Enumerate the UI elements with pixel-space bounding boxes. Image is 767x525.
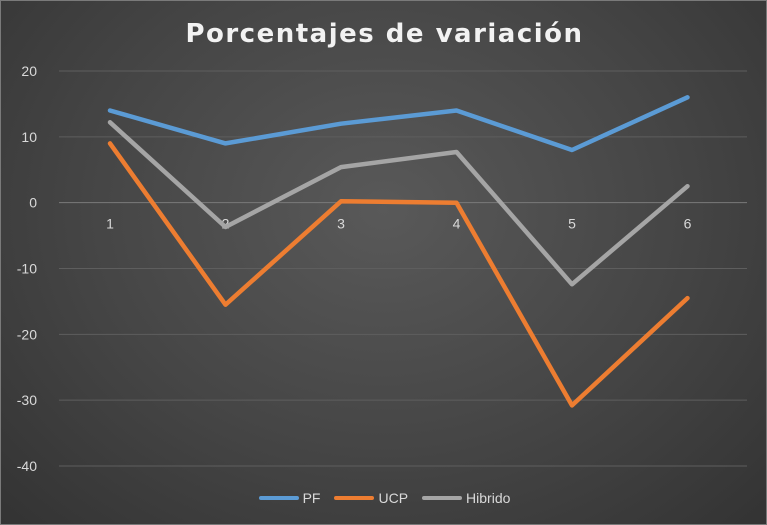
legend-item-hibrido: Hibrido (422, 490, 510, 506)
y-tick-label: -20 (17, 326, 37, 342)
legend-swatch (422, 496, 463, 500)
legend-label: UCP (378, 490, 409, 506)
chart-title: Porcentajes de variación (185, 19, 584, 49)
legend-item-ucp: UCP (334, 490, 408, 506)
series-lines (107, 95, 690, 408)
y-tick-label: 0 (29, 195, 37, 211)
series-pf (107, 95, 690, 153)
x-tick-label: 2 (222, 216, 230, 232)
legend-label: Hibrido (466, 490, 511, 506)
legend-swatch (258, 496, 299, 500)
gridlines (59, 70, 747, 467)
series-ucp (107, 141, 690, 408)
legend: PF UCP Hibrido (1, 490, 766, 506)
x-axis-tick-labels: 1 2 3 4 5 6 (106, 216, 692, 232)
x-tick-label: 4 (453, 216, 461, 232)
x-tick-label: 1 (106, 216, 114, 232)
y-tick-label: -30 (17, 392, 37, 408)
series-hibrido (107, 120, 690, 287)
x-tick-label: 3 (337, 216, 345, 232)
legend-label: PF (302, 490, 321, 506)
series-line-hibrido (107, 120, 690, 287)
y-axis-tick-labels: 20 10 0 -10 -20 -30 -40 (17, 63, 37, 474)
legend-swatch (334, 496, 375, 500)
x-tick-label: 6 (684, 216, 692, 232)
y-tick-label: -40 (17, 458, 37, 474)
y-tick-label: 20 (21, 63, 37, 79)
y-tick-label: -10 (17, 261, 37, 277)
series-line-ucp (107, 141, 690, 408)
x-tick-label: 5 (568, 216, 576, 232)
series-line-pf (107, 95, 690, 153)
legend-item-pf: PF (258, 490, 321, 506)
y-tick-label: 10 (21, 129, 37, 145)
